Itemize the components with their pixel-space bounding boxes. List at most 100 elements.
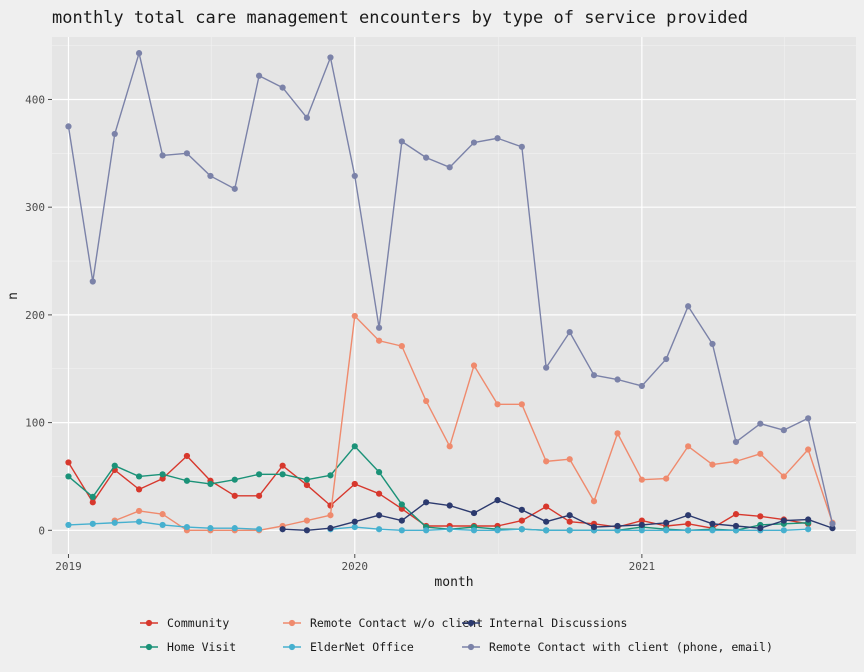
data-point <box>829 525 836 532</box>
chart-title: monthly total care management encounters… <box>52 8 748 28</box>
data-point <box>663 475 670 482</box>
data-point <box>805 446 812 453</box>
data-point <box>398 517 405 524</box>
legend-label: ElderNet Office <box>310 640 414 654</box>
legend-key-point <box>145 643 153 651</box>
data-point <box>757 450 764 457</box>
data-point <box>398 527 405 534</box>
y-tick-label: 200 <box>25 309 45 322</box>
data-point <box>685 303 692 310</box>
series-layer <box>65 50 836 534</box>
data-point <box>89 520 96 527</box>
data-point <box>398 343 405 350</box>
data-point <box>183 523 191 531</box>
y-tick-label: 0 <box>38 524 45 537</box>
data-point <box>135 507 143 515</box>
data-point <box>89 493 96 501</box>
data-point <box>638 382 645 390</box>
data-point <box>89 499 96 506</box>
data-point <box>805 415 812 422</box>
legend: Community Home Visit Remote Contact w/o cl… <box>140 616 773 654</box>
legend-label: Community <box>167 616 229 630</box>
data-point <box>757 420 764 427</box>
data-point <box>159 471 166 478</box>
series-remote-contact-with-client-phone-email <box>65 50 836 527</box>
data-point <box>279 526 286 533</box>
series-line <box>67 455 809 529</box>
data-point <box>663 355 670 363</box>
data-point <box>543 458 550 465</box>
data-point <box>709 340 716 348</box>
data-point <box>709 520 716 527</box>
x-axis-title: month <box>434 575 473 590</box>
data-point <box>375 512 383 519</box>
data-point <box>494 527 501 534</box>
data-point <box>303 114 311 121</box>
data-point <box>398 505 405 512</box>
data-point <box>375 490 383 497</box>
data-point <box>111 462 118 469</box>
data-point <box>375 469 383 476</box>
data-point <box>446 526 453 533</box>
data-point <box>685 527 692 534</box>
data-point <box>423 527 430 534</box>
data-point <box>279 471 286 478</box>
data-point <box>614 527 621 534</box>
data-point <box>780 473 787 480</box>
data-point <box>398 138 405 145</box>
data-point <box>351 172 358 180</box>
data-point <box>829 520 836 527</box>
data-point <box>470 139 478 146</box>
data-point <box>111 130 118 138</box>
data-point <box>590 498 598 505</box>
series-line <box>282 499 833 531</box>
series-internal-discussions <box>279 497 836 534</box>
data-point <box>518 517 525 524</box>
plot-panel <box>52 37 856 554</box>
data-point <box>135 486 143 493</box>
x-tick-label: 2020 <box>342 560 369 573</box>
data-point <box>614 430 621 437</box>
legend-item-eldernet-office: ElderNet Office <box>283 640 414 654</box>
data-point <box>566 456 573 463</box>
data-point <box>709 527 716 534</box>
data-point <box>375 324 383 331</box>
data-point <box>566 527 573 534</box>
data-point <box>805 516 812 523</box>
data-point <box>65 473 72 480</box>
data-point <box>518 526 525 533</box>
data-point <box>111 519 118 526</box>
legend-key-point <box>467 619 475 627</box>
data-point <box>327 54 334 61</box>
data-point <box>231 476 238 483</box>
data-point <box>732 438 740 446</box>
data-point <box>614 522 621 530</box>
legend-key-point <box>288 619 296 627</box>
data-point <box>183 477 191 484</box>
data-point <box>805 526 812 533</box>
data-point <box>590 523 598 531</box>
data-point <box>351 518 358 525</box>
data-point <box>685 512 692 519</box>
data-point <box>423 154 430 161</box>
data-point <box>732 522 740 530</box>
legend-key-point <box>288 643 296 651</box>
data-point <box>709 461 716 468</box>
data-point <box>732 458 740 465</box>
data-point <box>780 427 787 434</box>
legend-item-remote-contact-with-client-phone-email: Remote Contact with client (phone, email… <box>462 640 773 654</box>
data-point <box>183 150 191 157</box>
data-point <box>780 527 787 534</box>
data-point <box>207 525 214 532</box>
legend-item-remote-contact-w-o-client: Remote Contact w/o client <box>283 616 483 630</box>
data-point <box>757 513 764 520</box>
data-point <box>207 172 214 180</box>
data-point <box>518 401 525 408</box>
data-point <box>470 509 478 517</box>
data-point <box>303 481 311 489</box>
data-point <box>303 517 311 524</box>
data-point <box>638 517 645 524</box>
data-point <box>303 476 311 483</box>
data-point <box>351 480 358 488</box>
data-point <box>638 476 645 483</box>
